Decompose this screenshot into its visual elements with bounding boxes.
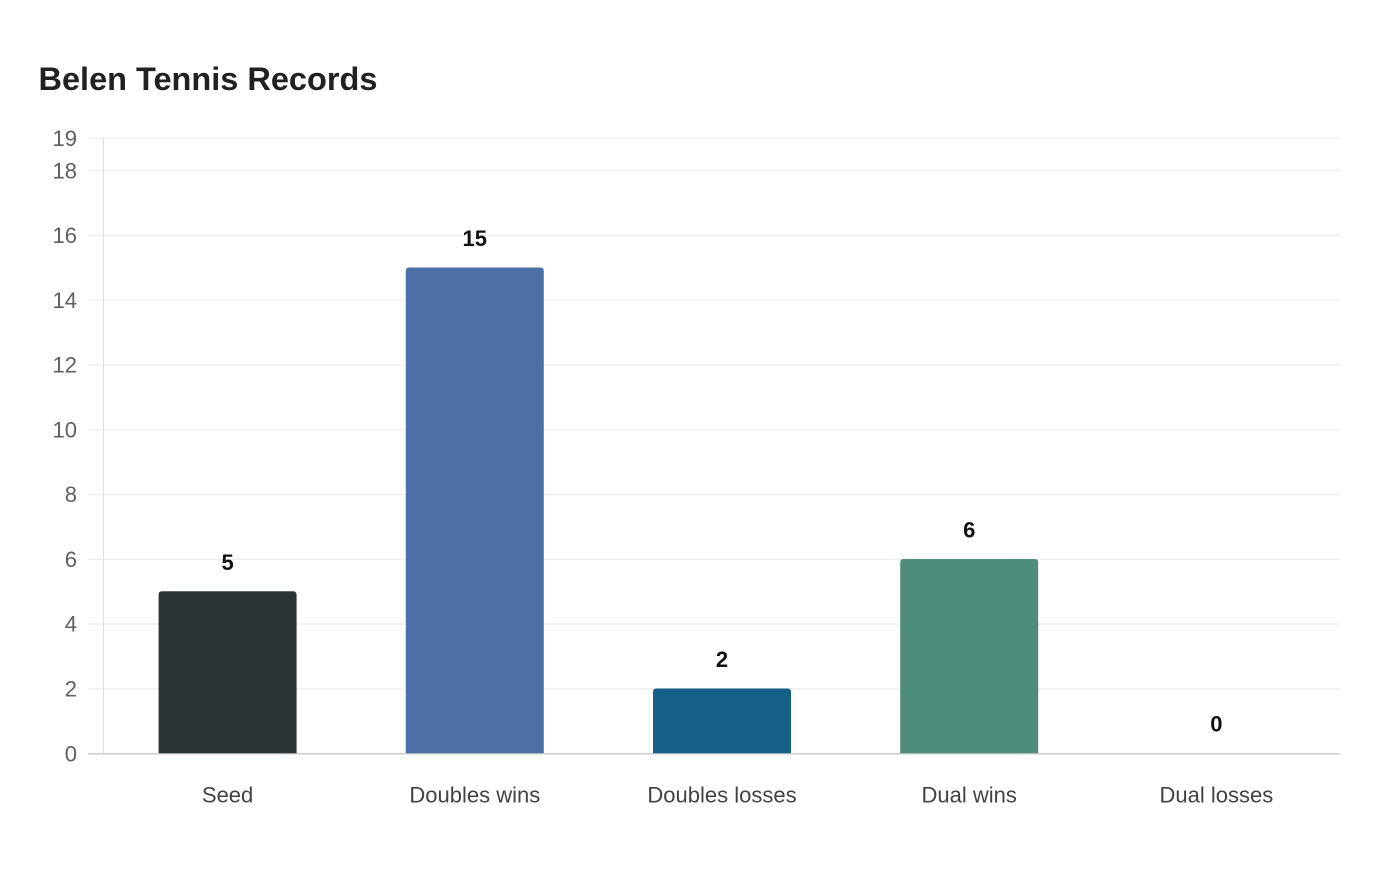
svg-text:10: 10 [53,417,77,442]
svg-text:4: 4 [65,612,77,637]
svg-text:0: 0 [65,741,77,766]
svg-text:6: 6 [963,518,975,543]
svg-text:18: 18 [53,158,77,183]
svg-text:12: 12 [53,353,77,378]
svg-text:8: 8 [65,482,77,507]
svg-text:19: 19 [53,126,77,151]
svg-text:14: 14 [53,288,77,313]
svg-text:Seed: Seed [202,783,253,808]
svg-text:Doubles losses: Doubles losses [647,783,796,808]
svg-text:15: 15 [463,226,487,251]
svg-text:Dual losses: Dual losses [1160,783,1274,808]
svg-text:Doubles wins: Doubles wins [409,783,540,808]
svg-text:0: 0 [1210,712,1222,737]
svg-text:5: 5 [221,550,233,575]
svg-text:6: 6 [65,547,77,572]
svg-text:Belen Tennis Records: Belen Tennis Records [39,61,378,97]
svg-text:Dual wins: Dual wins [922,783,1017,808]
svg-text:2: 2 [65,677,77,702]
svg-text:2: 2 [716,647,728,672]
svg-text:16: 16 [53,223,77,248]
